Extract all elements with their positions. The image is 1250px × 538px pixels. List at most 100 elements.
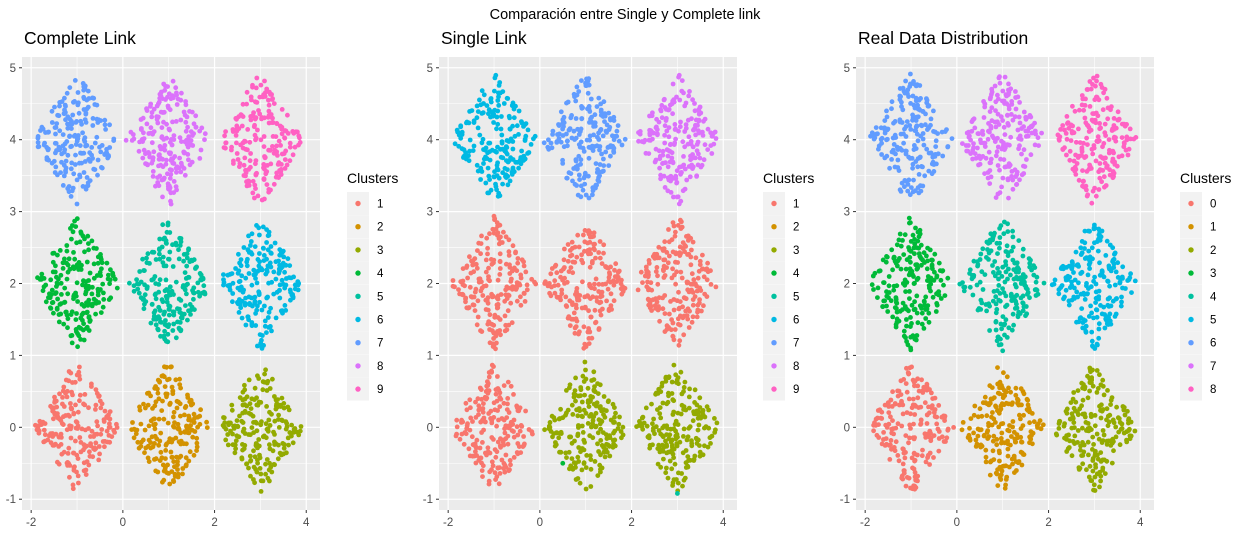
data-point bbox=[1108, 397, 1114, 403]
data-point bbox=[73, 293, 79, 299]
x-tick-label: 0 bbox=[954, 517, 960, 529]
data-point bbox=[484, 156, 490, 162]
data-point bbox=[903, 450, 908, 455]
data-point bbox=[519, 424, 525, 429]
data-point bbox=[712, 129, 718, 135]
data-point bbox=[1002, 332, 1007, 338]
data-point bbox=[590, 418, 596, 423]
data-point bbox=[479, 233, 484, 239]
data-point bbox=[558, 139, 564, 145]
data-point bbox=[287, 158, 293, 164]
data-point bbox=[942, 293, 948, 298]
data-point bbox=[503, 234, 509, 240]
data-point bbox=[183, 102, 189, 108]
data-point bbox=[1080, 440, 1085, 445]
data-point bbox=[270, 376, 275, 382]
data-point bbox=[64, 90, 70, 96]
data-point bbox=[521, 291, 527, 296]
data-point bbox=[908, 411, 913, 417]
data-point bbox=[659, 383, 665, 389]
data-point bbox=[175, 306, 180, 312]
data-point bbox=[494, 220, 500, 226]
data-point bbox=[114, 425, 120, 430]
data-point bbox=[578, 387, 584, 393]
data-point bbox=[68, 194, 74, 199]
data-point bbox=[283, 426, 289, 432]
data-point bbox=[237, 395, 243, 400]
data-point bbox=[654, 116, 659, 122]
data-point bbox=[1077, 406, 1083, 412]
data-point bbox=[926, 283, 932, 288]
data-point bbox=[135, 439, 141, 445]
data-point bbox=[689, 271, 695, 277]
data-point bbox=[588, 457, 594, 462]
data-point bbox=[620, 424, 626, 430]
data-point bbox=[904, 323, 909, 329]
data-point bbox=[1071, 405, 1077, 411]
data-point bbox=[1014, 301, 1019, 307]
data-point bbox=[580, 187, 586, 193]
data-point bbox=[655, 307, 661, 313]
data-point bbox=[916, 234, 922, 240]
y-tick-label: 5 bbox=[844, 63, 850, 75]
data-point bbox=[166, 322, 172, 328]
data-point bbox=[242, 382, 247, 388]
data-point bbox=[1104, 458, 1110, 464]
data-point bbox=[501, 400, 507, 406]
data-point bbox=[984, 429, 990, 435]
data-point bbox=[90, 116, 96, 121]
data-point bbox=[167, 481, 173, 487]
data-point bbox=[622, 136, 628, 142]
data-point bbox=[1128, 419, 1134, 425]
data-point bbox=[468, 405, 473, 411]
data-point bbox=[166, 312, 172, 318]
data-point bbox=[558, 268, 564, 274]
data-point bbox=[174, 92, 180, 98]
data-point bbox=[584, 137, 590, 143]
data-point bbox=[282, 269, 287, 275]
data-point bbox=[959, 427, 965, 433]
data-point bbox=[459, 420, 464, 425]
data-point bbox=[999, 468, 1005, 474]
data-point bbox=[176, 256, 182, 262]
data-point bbox=[576, 423, 581, 428]
data-point bbox=[168, 449, 174, 455]
data-point bbox=[280, 451, 286, 457]
data-point bbox=[222, 133, 228, 139]
data-point bbox=[1127, 275, 1133, 281]
data-point bbox=[1078, 447, 1083, 453]
data-point bbox=[586, 144, 592, 150]
data-point bbox=[1120, 285, 1125, 291]
data-point bbox=[511, 392, 516, 397]
data-point bbox=[1119, 426, 1125, 431]
data-point bbox=[907, 435, 912, 441]
data-point bbox=[654, 299, 660, 305]
data-point bbox=[152, 421, 158, 427]
data-point bbox=[264, 227, 269, 233]
data-point bbox=[1067, 438, 1072, 444]
data-point bbox=[974, 282, 980, 288]
data-point bbox=[930, 294, 936, 300]
data-point bbox=[1027, 420, 1032, 426]
data-point bbox=[596, 289, 602, 294]
legend-label: 5 bbox=[793, 291, 799, 303]
data-point bbox=[252, 385, 258, 391]
data-point bbox=[694, 174, 699, 179]
data-point bbox=[913, 477, 919, 483]
data-point bbox=[587, 433, 593, 439]
data-point bbox=[920, 390, 926, 395]
panel-title: Complete Link bbox=[24, 28, 136, 48]
data-point bbox=[1001, 290, 1007, 296]
data-point bbox=[909, 302, 915, 308]
data-point bbox=[160, 222, 166, 228]
data-point bbox=[1102, 325, 1108, 331]
data-point bbox=[250, 190, 256, 196]
data-point bbox=[497, 266, 503, 271]
data-point bbox=[914, 245, 919, 251]
data-point bbox=[890, 267, 895, 273]
data-point bbox=[75, 299, 80, 304]
data-point bbox=[1078, 245, 1084, 251]
data-point bbox=[548, 271, 554, 277]
data-point bbox=[671, 307, 677, 313]
